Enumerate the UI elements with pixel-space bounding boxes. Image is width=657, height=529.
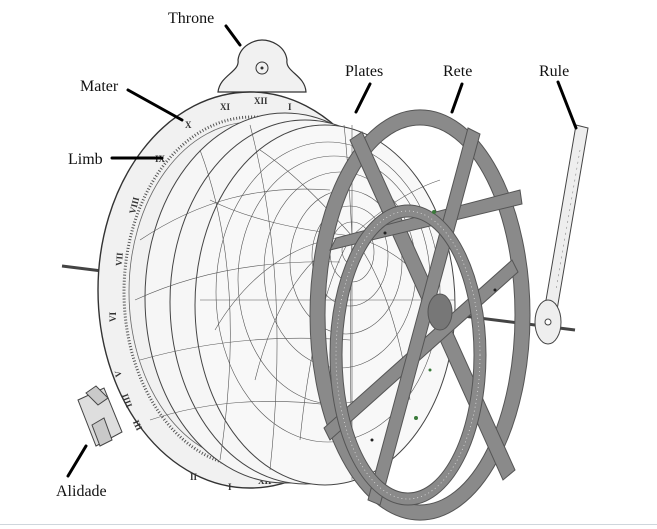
label-rule: Rule	[539, 63, 569, 80]
numeral-ii: II	[190, 472, 198, 482]
throne-shape	[218, 40, 306, 92]
rule-arm	[545, 125, 588, 310]
rete-hub	[428, 294, 452, 330]
numeral-vi: VI	[108, 312, 118, 322]
label-mater: Mater	[80, 78, 119, 95]
numeral-i-bottom: I	[228, 482, 232, 492]
bottom-divider	[0, 524, 657, 525]
plates-leader	[356, 84, 370, 112]
numeral-x: X	[185, 120, 192, 130]
numeral-xi: XI	[220, 102, 230, 112]
label-throne: Throne	[168, 10, 214, 27]
label-alidade: Alidade	[56, 483, 107, 500]
rete	[310, 110, 530, 520]
alidade	[78, 386, 122, 446]
throne-leader	[226, 26, 240, 45]
mater-leader	[128, 90, 182, 120]
label-plates: Plates	[345, 63, 383, 80]
rule-leader	[558, 82, 576, 128]
numeral-i: I	[288, 102, 292, 112]
numeral-xii: XII	[254, 96, 268, 106]
label-limb: Limb	[68, 151, 103, 168]
rule	[535, 125, 588, 344]
numeral-vii: VII	[114, 252, 125, 267]
rete-leader	[452, 84, 462, 112]
label-rete: Rete	[443, 63, 472, 80]
alidade-leader	[68, 446, 86, 476]
